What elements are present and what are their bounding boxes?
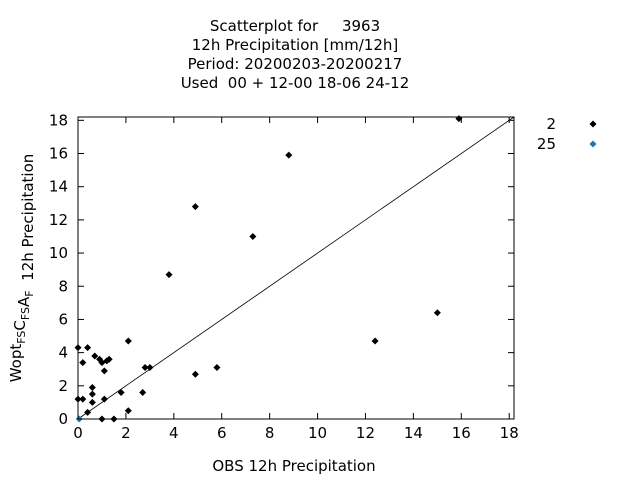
title-line-parameter: 12h Precipitation [mm/12h] [191, 36, 399, 54]
x-tick-label: 8 [265, 424, 275, 442]
reference-line [77, 116, 515, 420]
data-point [146, 364, 154, 372]
legend-marker [589, 140, 597, 148]
data-point [79, 359, 87, 367]
data-point [165, 271, 173, 279]
data-point [249, 232, 257, 240]
data-point [84, 408, 92, 416]
x-tick-label: 10 [308, 424, 327, 442]
title-line-used: Used 00 + 12-00 18-06 24-12 [180, 74, 410, 92]
y-tick-label: 8 [58, 277, 68, 295]
x-tick-label: 12 [356, 424, 375, 442]
y-tick-label: 16 [49, 145, 68, 163]
data-point [191, 203, 199, 211]
data-point [84, 344, 92, 352]
data-point [213, 364, 221, 372]
y-tick-label: 18 [49, 111, 68, 129]
data-point [91, 352, 99, 360]
data-point [79, 395, 87, 403]
data-point [88, 383, 96, 391]
data-point [141, 364, 149, 372]
data-point [124, 407, 132, 415]
y-axis-label: WoptFSCFSAF 12h Precipitation [7, 154, 37, 383]
data-point [191, 370, 199, 378]
x-tick-label: 4 [169, 424, 179, 442]
y-tick-label: 6 [58, 310, 68, 328]
data-point [371, 337, 379, 345]
data-point [285, 151, 293, 159]
legend: 225 [537, 115, 597, 153]
y-tick-label: 0 [58, 410, 68, 428]
data-point [433, 309, 441, 317]
title-line-period: Period: 20200203-20200217 [187, 55, 403, 73]
data-point [139, 388, 147, 396]
x-tick-label: 16 [452, 424, 471, 442]
legend-label: 2 [546, 115, 556, 133]
data-point [88, 398, 96, 406]
data-point [100, 367, 108, 375]
reference-line-layer [77, 116, 515, 420]
data-point [117, 388, 125, 396]
x-axis-label: OBS 12h Precipitation [212, 457, 375, 475]
point-layer [74, 115, 463, 423]
data-point [124, 337, 132, 345]
x-tick-label: 2 [121, 424, 131, 442]
legend-marker [589, 120, 597, 128]
plot-frame [77, 116, 515, 420]
data-point [88, 390, 96, 398]
legend-label: 25 [537, 135, 556, 153]
data-point [100, 395, 108, 403]
tick-layer: 0 2 4 6 8 10 12 14 16 18 0 2 4 6 8 10 12 14 16 18 [49, 111, 519, 442]
chart-title: Scatterplot for 3963 12h Precipitation [… [140, 17, 450, 93]
y-tick-label: 2 [58, 377, 68, 395]
x-tick-label: 18 [500, 424, 519, 442]
y-tick-label: 14 [49, 178, 68, 196]
x-tick-label: 6 [217, 424, 227, 442]
y-tick-label: 4 [58, 344, 68, 362]
title-line-station: Scatterplot for 3963 [209, 17, 381, 35]
y-tick-label: 10 [49, 244, 68, 262]
data-point [105, 355, 113, 363]
x-tick-label: 14 [404, 424, 423, 442]
y-tick-label: 12 [49, 211, 68, 229]
x-tick-label: 0 [73, 424, 83, 442]
